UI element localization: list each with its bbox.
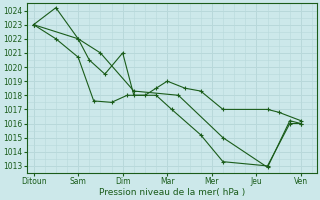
X-axis label: Pression niveau de la mer( hPa ): Pression niveau de la mer( hPa )	[99, 188, 245, 197]
